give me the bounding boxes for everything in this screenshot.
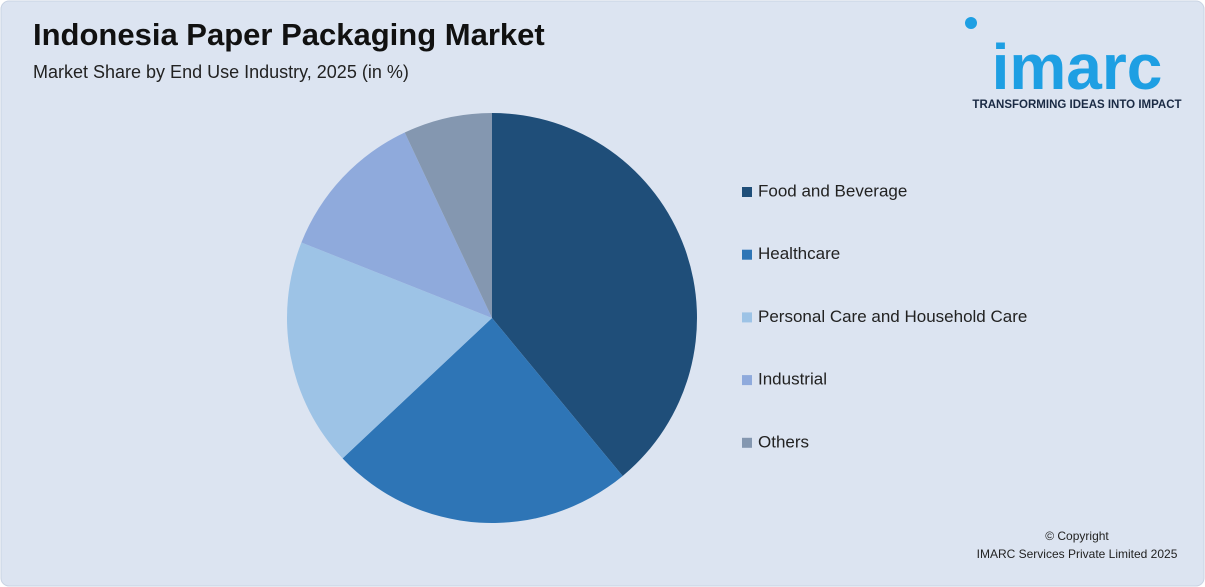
legend-swatch <box>742 249 752 260</box>
legend-swatch <box>742 187 752 197</box>
legend-label: Industrial <box>758 370 827 389</box>
legend-label: Healthcare <box>758 244 840 263</box>
chart-title: Indonesia Paper Packaging Market <box>33 17 545 52</box>
legend-label: Personal Care and Household Care <box>758 307 1027 326</box>
pie-slice <box>404 113 492 318</box>
logo-dot <box>965 17 977 29</box>
copyright: IMARC Services Private Limited 2025 <box>977 547 1178 561</box>
legend-swatch <box>742 437 752 448</box>
legend-swatch <box>742 312 752 323</box>
pie-slice <box>301 132 492 318</box>
chart-subtitle: Market Share by End Use Industry, 2025 (… <box>33 62 409 82</box>
legend-swatch <box>742 375 752 386</box>
pie-slice <box>342 318 623 523</box>
pie-slice <box>287 242 492 459</box>
logo-tagline: TRANSFORMING IDEAS INTO IMPACT <box>972 99 1181 111</box>
pie-slice <box>492 113 697 476</box>
legend-label: Food and Beverage <box>758 181 907 200</box>
legend-label: Others <box>758 432 809 451</box>
logo: imarc <box>992 31 1163 103</box>
copyright: © Copyright <box>1045 529 1109 543</box>
